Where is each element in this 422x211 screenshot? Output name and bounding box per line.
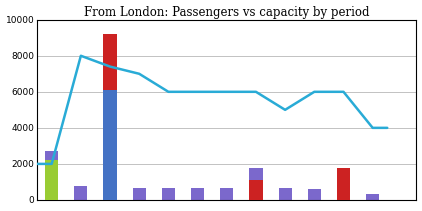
Bar: [366, 194, 379, 200]
Title: From London: Passengers vs capacity by period: From London: Passengers vs capacity by p…: [84, 5, 370, 19]
Bar: [45, 151, 58, 200]
Bar: [249, 180, 262, 200]
Bar: [337, 168, 350, 200]
Bar: [337, 189, 350, 200]
Bar: [45, 160, 58, 200]
Bar: [249, 168, 262, 200]
Bar: [103, 90, 116, 200]
Bar: [103, 90, 116, 200]
Bar: [308, 189, 321, 200]
Bar: [279, 188, 292, 200]
Bar: [103, 34, 116, 90]
Bar: [220, 188, 233, 200]
Bar: [74, 185, 87, 200]
Bar: [133, 188, 146, 200]
Bar: [191, 188, 204, 200]
Bar: [162, 188, 175, 200]
